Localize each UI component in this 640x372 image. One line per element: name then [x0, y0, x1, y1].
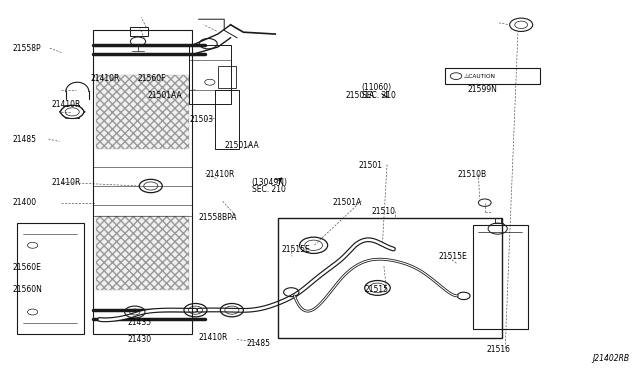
- Bar: [445, 68, 540, 84]
- Text: J21402RB: J21402RB: [593, 354, 630, 363]
- Bar: [473, 225, 527, 329]
- Text: 21501: 21501: [358, 161, 382, 170]
- Text: 21560F: 21560F: [138, 74, 166, 83]
- Text: 21410R: 21410R: [205, 170, 234, 179]
- Text: 21501A: 21501A: [333, 198, 362, 207]
- Text: 21515: 21515: [365, 285, 388, 294]
- Text: 21599N: 21599N: [468, 85, 498, 94]
- Text: 21410R: 21410R: [90, 74, 120, 83]
- Bar: [97, 75, 189, 149]
- Text: 21501AA: 21501AA: [148, 91, 182, 100]
- Text: 21558BPA: 21558BPA: [198, 213, 237, 222]
- Text: 21510B: 21510B: [458, 170, 486, 179]
- Bar: [278, 218, 502, 338]
- Text: 21410R: 21410R: [52, 100, 81, 109]
- Text: 21501AA: 21501AA: [224, 141, 259, 150]
- Text: 21435: 21435: [128, 318, 152, 327]
- Text: 21485: 21485: [246, 339, 271, 348]
- Text: 21430: 21430: [128, 334, 152, 343]
- Bar: [218, 65, 236, 88]
- Text: 21501A: 21501A: [346, 91, 375, 100]
- Text: 21558P: 21558P: [12, 44, 41, 53]
- Text: ⚠CAUTION: ⚠CAUTION: [464, 74, 496, 78]
- Text: 21410R: 21410R: [52, 178, 81, 187]
- Text: (13049N): (13049N): [252, 178, 287, 187]
- Text: 21515E: 21515E: [282, 244, 310, 253]
- Bar: [97, 216, 189, 290]
- Text: 21410R: 21410R: [198, 333, 228, 343]
- Text: SEC. 210: SEC. 210: [252, 185, 285, 194]
- Text: 21560E: 21560E: [12, 263, 41, 272]
- Bar: [93, 31, 192, 334]
- Bar: [189, 45, 230, 105]
- Text: 21515E: 21515E: [438, 252, 467, 261]
- Text: 21400: 21400: [12, 198, 36, 207]
- Text: 21510: 21510: [371, 208, 395, 217]
- Text: 21560N: 21560N: [12, 285, 42, 294]
- Text: 21516: 21516: [486, 344, 510, 353]
- Bar: [131, 27, 148, 36]
- Text: 21503: 21503: [189, 115, 213, 124]
- Text: SEC. 210: SEC. 210: [362, 91, 396, 100]
- Bar: [214, 90, 239, 149]
- Text: 21485: 21485: [12, 135, 36, 144]
- Bar: [17, 223, 84, 334]
- Text: (11060): (11060): [362, 83, 392, 92]
